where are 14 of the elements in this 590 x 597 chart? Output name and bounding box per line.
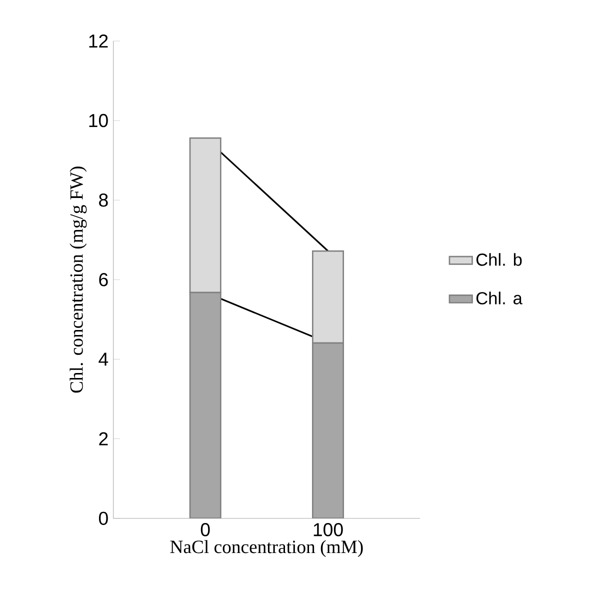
y-tick-label: 4 [98, 352, 108, 366]
x-axis-title: NaCl concentration (mM) [170, 540, 363, 558]
y-tick-label: 0 [98, 512, 108, 525]
legend-label: Chl. a [476, 292, 522, 304]
bar [312, 342, 344, 518]
y-tick-label: 2 [99, 432, 108, 446]
y-tick-label: 8 [99, 193, 108, 207]
legend-label: Chl. b [476, 253, 522, 266]
y-tick-label: 6 [99, 273, 108, 286]
bar [189, 292, 222, 518]
y-axis-title: Chl. concentration (mg/g FW) [70, 166, 87, 393]
y-tick-label: 10 [89, 114, 108, 128]
x-tick-label: 100 [314, 523, 343, 536]
y-tick-label: 12 [89, 34, 108, 48]
